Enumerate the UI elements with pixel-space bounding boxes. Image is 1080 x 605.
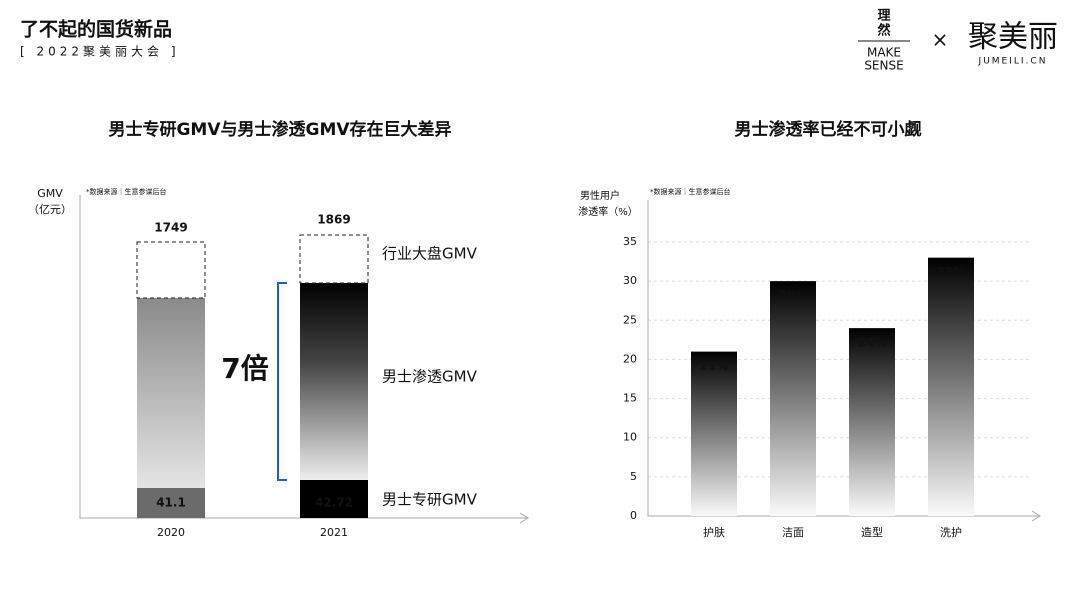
axis-label: （亿元） <box>28 203 72 216</box>
chart-title: 男士专研GMV与男士渗透GMV存在巨大差异 <box>108 119 451 140</box>
y-tick-label: 35 <box>623 235 637 248</box>
axis-arrow <box>519 512 529 524</box>
logo: 理 <box>877 9 890 24</box>
x-tick-label: 2020 <box>157 526 185 539</box>
axis <box>647 200 1040 517</box>
y-tick-label: 5 <box>630 470 637 483</box>
y-tick-label: 15 <box>623 392 637 405</box>
y-tick-label: 30 <box>623 274 637 287</box>
value-label: 1869 <box>317 213 350 227</box>
bar-segment <box>300 283 368 480</box>
y-tick-label: 0 <box>630 509 637 522</box>
x-tick-label: 造型 <box>861 525 883 539</box>
bar <box>928 257 974 516</box>
x-tick-label: 2021 <box>320 526 348 539</box>
legend-label: 男士专研GMV <box>382 491 478 509</box>
bar <box>770 281 816 516</box>
axis-label: 男性用户 <box>580 189 620 202</box>
chart-title: 男士渗透率已经不可小觑 <box>735 119 922 140</box>
y-tick-label: 20 <box>623 352 637 365</box>
x-tick-label: 护肤 <box>703 525 725 539</box>
slide-subtitle: [ 2022聚美丽大会 ] <box>20 45 180 59</box>
source-note: *数据来源｜生意参谋后台 <box>650 187 731 196</box>
x-tick-label: 洗护 <box>940 525 962 539</box>
legend-label: 行业大盘GMV <box>382 245 478 263</box>
value-label: 41.1 <box>156 496 186 510</box>
bar <box>849 328 895 516</box>
logo: MAKE <box>867 46 901 60</box>
value-label: 33% <box>937 265 966 279</box>
annotation: 7倍 <box>221 352 268 385</box>
bar-segment <box>299 234 369 284</box>
axis-label: 渗透率（%） <box>578 205 638 218</box>
bar-segment <box>300 480 368 518</box>
axis <box>79 195 528 519</box>
value-label: 1749 <box>154 221 187 235</box>
value-label: 24% <box>858 336 887 350</box>
source-note: *数据来源｜生意参谋后台 <box>86 187 167 196</box>
bar-segment <box>137 298 205 488</box>
bar-segment <box>137 488 205 518</box>
legend-label: 男士渗透GMV <box>382 368 478 386</box>
logo: 聚美丽 <box>968 20 1058 55</box>
y-tick-label: 10 <box>623 431 637 444</box>
bar <box>691 351 737 516</box>
bar-segment <box>136 241 206 299</box>
value-label: 21% <box>700 359 729 373</box>
value-label: 42.72 <box>315 496 353 510</box>
logo: 然 <box>877 23 890 39</box>
axis-label: GMV <box>37 187 63 200</box>
x-tick-label: 洁面 <box>782 526 804 539</box>
y-tick-label: 25 <box>623 313 637 326</box>
times: × <box>932 28 949 52</box>
bracket <box>277 282 287 481</box>
axis-arrow <box>1031 510 1041 522</box>
value-label: 30% <box>779 289 808 303</box>
logo: JUMEILI.CN <box>978 57 1048 67</box>
slide-title: 了不起的国货新品 <box>20 18 172 41</box>
logo: SENSE <box>864 59 903 73</box>
